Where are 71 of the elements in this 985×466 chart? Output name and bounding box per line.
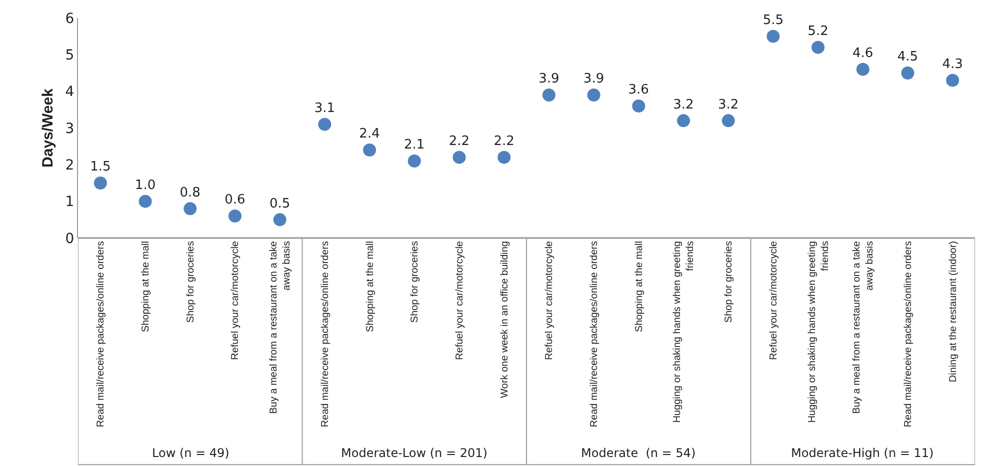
data-label: 0.5 [269, 196, 290, 212]
y-tick-label: 3 [65, 120, 74, 137]
y-tick-label: 2 [65, 158, 74, 174]
point [138, 194, 152, 208]
x-tick-label: Refuel your car/motorcycle [544, 240, 556, 360]
point [542, 88, 556, 102]
x-tick-label: Shopping at the mall [634, 241, 645, 332]
data-label: 2.2 [494, 134, 514, 149]
x-tick-label: Shopping at the mall [364, 241, 376, 332]
x-tick-label: Read mail/receive packages/online orders [320, 241, 331, 428]
x-tick-label: Read mail/receive packages/online orders [96, 241, 107, 428]
point [184, 202, 197, 216]
x-tick-label: Shop for groceries [724, 241, 735, 323]
data-label: 3.6 [628, 82, 649, 98]
data-label: 4.5 [897, 50, 918, 65]
point [676, 114, 690, 128]
data-label: 0.6 [224, 192, 246, 208]
point [901, 66, 914, 80]
data-label: 0.8 [180, 185, 200, 200]
point [812, 40, 825, 54]
x-tick-label: Buy a meal from a restaurant on a take away basis [268, 240, 293, 414]
x-tick-label: Hugging or shaking hands when greeting friends [672, 241, 696, 423]
x-tick-label: Work one week in an office building [499, 241, 510, 398]
point [228, 210, 242, 222]
y-tick-label: 6 [65, 10, 74, 27]
y-tick-label: 5 [65, 48, 74, 64]
text: Low (n = 49) [152, 446, 230, 460]
text: Moderate (n = 54) [581, 446, 696, 460]
data-label: 3.2 [673, 97, 694, 112]
data-label: 4.6 [852, 46, 874, 61]
point [273, 213, 286, 226]
y-tick-label: 4 [65, 84, 74, 100]
point [318, 118, 332, 131]
data-label: 1.0 [134, 178, 156, 193]
x-tick-label: Dining at the restaurant (indoor) [948, 241, 959, 382]
y-tick-label: 0 [65, 230, 74, 247]
x-tick-label: Shop for groceries [185, 241, 196, 323]
point [856, 62, 870, 76]
point [946, 74, 960, 87]
point [408, 154, 421, 168]
point [363, 144, 376, 156]
data-label: 5.2 [808, 24, 828, 39]
text: Moderate-Low (n = 201) [341, 446, 488, 460]
y-axis-title: Days/Week [40, 88, 57, 168]
point [94, 176, 107, 190]
text: Moderate-High (n = 11) [791, 446, 934, 460]
data-label: 2.2 [448, 134, 470, 149]
x-tick-label: Refuel your car/motorcycle [768, 240, 780, 360]
point [452, 150, 466, 164]
data-label: 3.1 [314, 100, 336, 116]
data-label: 2.1 [404, 138, 425, 153]
data-label: 3.9 [583, 72, 604, 87]
data-label: 1.5 [90, 160, 111, 175]
data-label: 3.2 [718, 97, 739, 112]
point [498, 150, 511, 164]
x-tick-label: Refuel your car/motorcycle [230, 240, 242, 360]
point [632, 100, 646, 112]
x-tick-label: Shopping at the mall [140, 241, 152, 332]
data-label: 5.5 [762, 12, 784, 28]
x-tick-label: Refuel your car/motorcycle [454, 240, 466, 360]
data-label: 3.9 [538, 72, 560, 87]
x-tick-label: Read mail/receive packages/online orders [589, 241, 600, 428]
x-tick-label: Shop for groceries [410, 241, 421, 323]
x-tick-label: Read mail/receive packages/online orders [902, 241, 914, 428]
data-label: 2.4 [359, 126, 380, 142]
point [587, 88, 600, 102]
y-tick-label: 1 [65, 194, 74, 210]
point [722, 114, 735, 128]
x-tick-label: Hugging or shaking hands when greeting friends [806, 241, 831, 423]
point [766, 30, 780, 43]
data-label: 4.3 [942, 56, 963, 72]
